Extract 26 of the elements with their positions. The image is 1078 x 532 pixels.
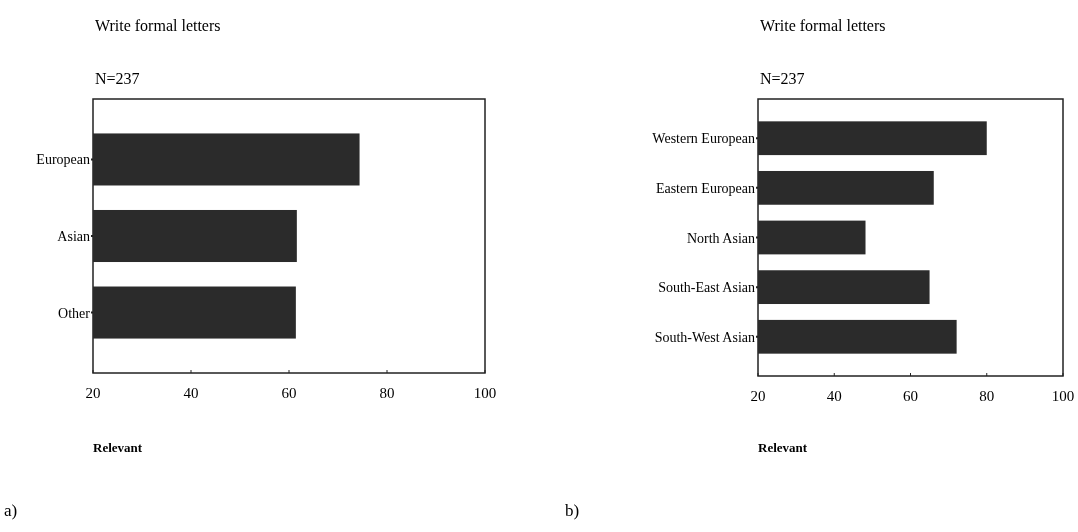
y-tick-label: North Asian: [686, 230, 755, 246]
x-tick-label: 80: [379, 385, 395, 401]
y-tick-label: Western European: [652, 131, 755, 147]
x-tick-label: 40: [183, 385, 199, 401]
y-tick-label: European: [36, 152, 90, 168]
x-tick-label: 100: [473, 385, 497, 401]
x-axis-title: Relevant: [93, 440, 143, 455]
y-tick-label: South-East Asian: [658, 280, 755, 296]
chart-subtitle: N=237: [760, 70, 805, 87]
text: a): [4, 501, 18, 520]
y-tick-label: Asian: [57, 229, 90, 244]
chart-subtitle: N=237: [95, 70, 140, 87]
x-tick-label: 80: [979, 388, 995, 404]
x-tick-label: 60: [281, 385, 297, 401]
x-axis-title: Relevant: [758, 440, 808, 455]
x-tick-label: 60: [903, 388, 918, 404]
x-tick-label: 100: [1051, 388, 1075, 404]
x-tick-label: 20: [85, 385, 101, 401]
y-tick-label: South-West Asian: [654, 329, 755, 345]
x-tick-label: 20: [750, 388, 766, 404]
chart-title: Write formal letters: [95, 17, 221, 34]
chart-title: Write formal letters: [760, 17, 886, 34]
y-tick-label: Eastern European: [655, 180, 755, 196]
x-tick-label: 40: [826, 388, 842, 404]
text: b): [565, 501, 580, 520]
y-tick-label: Other: [58, 305, 91, 321]
